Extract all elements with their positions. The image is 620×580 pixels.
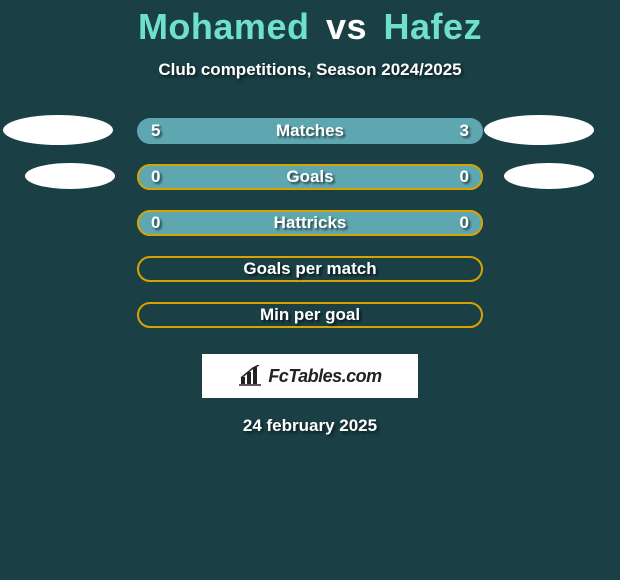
comparison-title: Mohamed vs Hafez [0,6,620,48]
stat-row: Min per goal [0,302,620,348]
flag-placeholder [504,163,594,189]
stat-value-left: 5 [151,118,160,144]
flag-placeholder [25,163,115,189]
stat-bar [137,302,483,328]
stat-value-right: 0 [460,210,469,236]
player1-name: Mohamed [138,6,310,47]
player2-name: Hafez [384,6,483,47]
stat-fill-left [137,164,310,190]
subtitle: Club competitions, Season 2024/2025 [0,60,620,80]
date-label: 24 february 2025 [0,416,620,436]
stat-bar [137,210,483,236]
stat-row: Goals00 [0,164,620,210]
stat-row: Goals per match [0,256,620,302]
stat-bar [137,164,483,190]
flag-placeholder [3,115,113,145]
stat-bar [137,256,483,282]
stat-row: Matches53 [0,118,620,164]
stat-fill-right [310,164,483,190]
stat-value-right: 3 [460,118,469,144]
stat-fill-left [137,210,310,236]
stat-value-right: 0 [460,164,469,190]
stat-bar [137,118,483,144]
stat-fill-left [137,118,353,144]
flag-placeholder [484,115,594,145]
vs-label: vs [326,6,367,47]
logo-text: FcTables.com [268,366,381,387]
fctables-logo: FcTables.com [202,354,418,398]
stat-row: Hattricks00 [0,210,620,256]
stat-fill-right [310,210,483,236]
stat-value-left: 0 [151,210,160,236]
stat-value-left: 0 [151,164,160,190]
stats-rows: Matches53Goals00Hattricks00Goals per mat… [0,118,620,348]
bar-chart-icon [238,365,264,387]
